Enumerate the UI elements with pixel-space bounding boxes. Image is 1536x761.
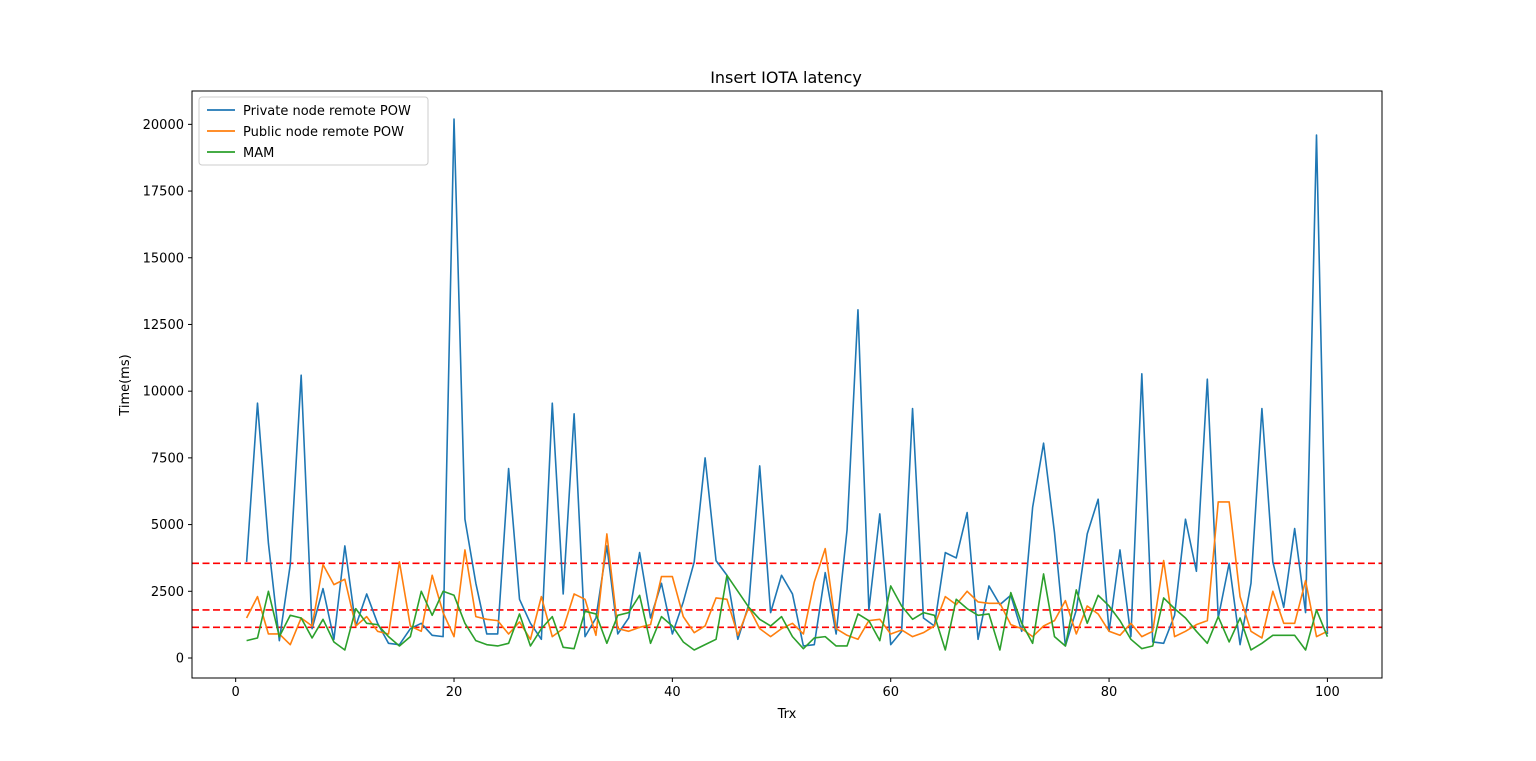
x-tick-label: 20 bbox=[446, 685, 463, 700]
legend-frame bbox=[198, 96, 429, 166]
series-line-3 bbox=[246, 573, 1329, 651]
y-tick-label: 0 bbox=[176, 651, 184, 666]
x-tick-label: 100 bbox=[1315, 685, 1340, 700]
y-tick-label: 17500 bbox=[143, 185, 184, 200]
chart-title: Insert IOTA latency bbox=[710, 68, 862, 87]
legend-label-3: MAM bbox=[243, 146, 274, 161]
y-tick-label: 2500 bbox=[151, 585, 184, 600]
series-lines bbox=[245, 118, 1329, 651]
y-tick-label: 15000 bbox=[143, 251, 184, 266]
x-tick-label: 40 bbox=[664, 685, 681, 700]
x-axis: 0 20 40 60 80 100 bbox=[232, 678, 1340, 700]
y-axis: 0 2500 5000 7500 10000 12500 15000 17500 20000 bbox=[143, 118, 192, 666]
legend-label-2: Public node remote POW bbox=[243, 125, 404, 140]
legend: Private node remote POW Public node remot… bbox=[198, 96, 429, 166]
y-tick-label: 12500 bbox=[143, 318, 184, 333]
plot-frame bbox=[191, 90, 1383, 679]
legend-label-1: Private node remote POW bbox=[243, 104, 411, 119]
y-axis-label: Time(ms) bbox=[118, 354, 133, 416]
series-line-1 bbox=[245, 118, 1329, 647]
y-tick-label: 20000 bbox=[143, 118, 184, 133]
y-tick-label: 10000 bbox=[143, 385, 184, 400]
y-tick-label: 7500 bbox=[151, 451, 184, 466]
plot-background bbox=[192, 91, 1382, 678]
x-tick-label: 60 bbox=[882, 685, 899, 700]
x-tick-label: 0 bbox=[232, 685, 240, 700]
x-tick-label: 80 bbox=[1101, 685, 1118, 700]
plot-area bbox=[191, 90, 1383, 679]
x-axis-label: Trx bbox=[777, 707, 797, 722]
y-tick-label: 5000 bbox=[151, 518, 184, 533]
